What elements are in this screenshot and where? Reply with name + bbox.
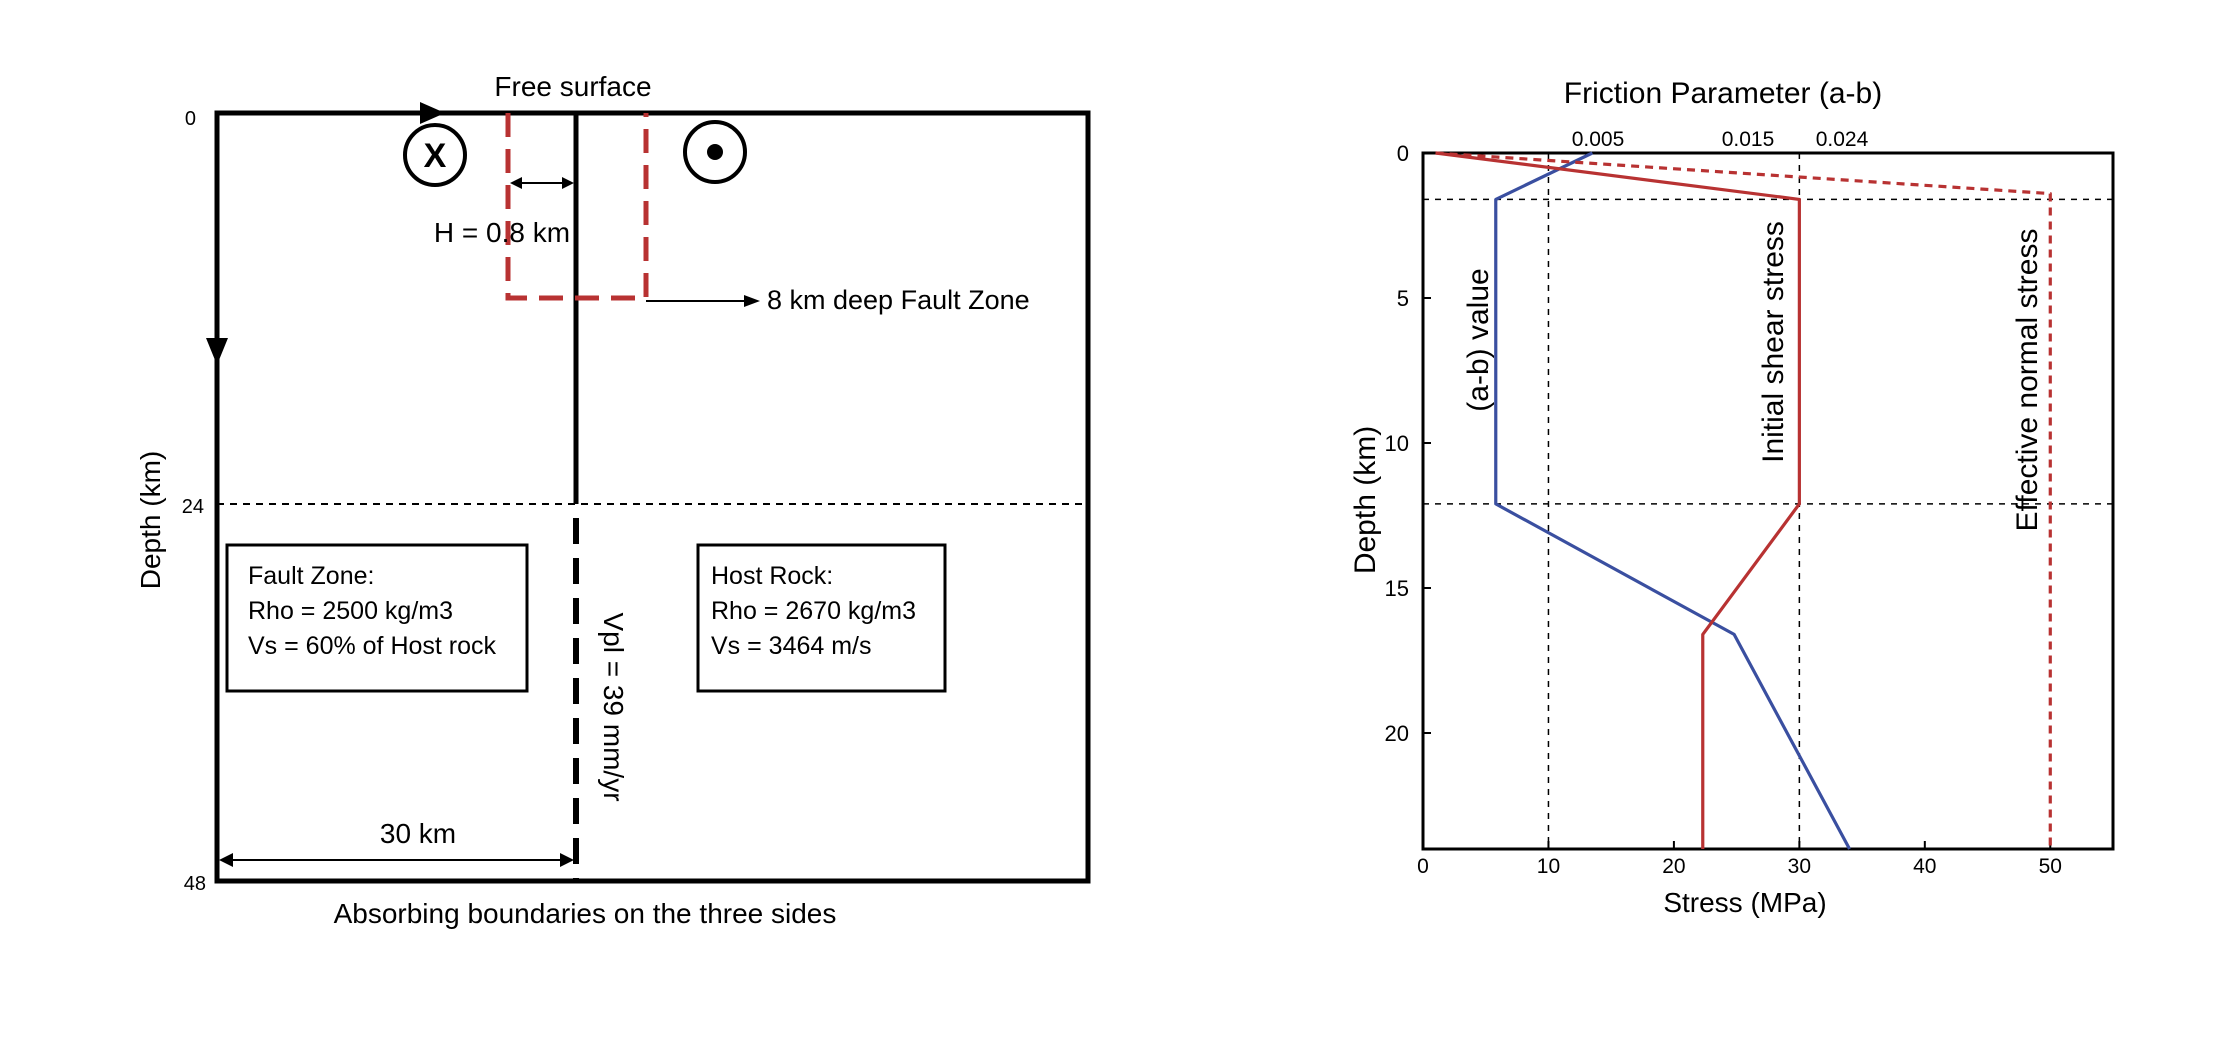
chart-ylabel: Depth (km) (1349, 426, 1382, 574)
plate-rate-label: Vpl = 39 mm/yr (598, 612, 629, 801)
depth-tick-0: 0 (185, 108, 196, 130)
free-surface-arrow-icon (420, 102, 445, 124)
out-of-page-dot-icon (707, 144, 723, 160)
fault-zone-box-title: Fault Zone: (248, 562, 374, 590)
model-domain-box (214, 110, 1091, 884)
series-label-normal-stress: Effective normal stress (2011, 229, 2044, 532)
fault-zone-box-frame (225, 543, 529, 693)
halfwidth-arrow-right-head-icon (562, 177, 574, 189)
host-rock-properties-box: Host Rock: Rho = 2670 kg/m3 Vs = 3464 m/… (696, 543, 947, 693)
x-tick-label-50: 50 (2039, 855, 2062, 878)
fault-zone-box-line1: Rho = 2500 kg/m3 (248, 597, 453, 625)
into-page-symbol-label: X (424, 137, 447, 175)
series-line-0 (1494, 151, 1851, 850)
distance-arrow-right-head-icon (560, 853, 574, 867)
series-line-1 (1435, 151, 1801, 849)
fault-zone-properties-box: Fault Zone: Rho = 2500 kg/m3 Vs = 60% of… (225, 543, 529, 693)
model-depth-axis-label: Depth (km) (135, 451, 166, 589)
series-label-ab-value: (a-b) value (1462, 268, 1495, 411)
fault-zone-box-line2: Vs = 60% of Host rock (248, 632, 497, 660)
host-rock-box-line1: Rho = 2670 kg/m3 (711, 597, 916, 625)
series-line-2 (1435, 151, 2052, 849)
host-rock-box-title: Host Rock: (711, 562, 833, 590)
x-tick-label-40: 40 (1913, 855, 1936, 878)
y-tick-label-5: 5 (1397, 286, 1409, 311)
free-surface-label: Free surface (494, 71, 651, 102)
top-tick-0.005: 0.005 (1572, 128, 1625, 151)
model-diagram: Free surface 0 24 48 Depth (km) X H = 0.… (135, 71, 1091, 929)
chart-series (1435, 151, 2052, 850)
fault-zone-depth-label: 8 km deep Fault Zone (767, 285, 1030, 315)
host-rock-box-frame (696, 543, 947, 693)
y-tick-label-15: 15 (1385, 576, 1409, 601)
depth-tick-24: 24 (182, 496, 204, 518)
host-rock-box-line2: Vs = 3464 m/s (711, 632, 872, 660)
y-tick-label-10: 10 (1385, 431, 1409, 456)
friction-stress-chart: Friction Parameter (a-b) Stress (MPa) De… (1349, 77, 2115, 918)
chart-title: Friction Parameter (a-b) (1564, 77, 1882, 110)
fault-zone-outline (505, 113, 649, 301)
depth-direction-arrow-icon (206, 338, 228, 365)
into-page-symbol-icon (403, 123, 467, 187)
chart-ticks: 0 10 20 30 40 50 0 5 10 15 20 (1385, 141, 2062, 878)
distance-arrow-left-head-icon (219, 853, 233, 867)
chart-xlabel: Stress (MPa) (1663, 887, 1826, 918)
halfwidth-label: H = 0.8 km (434, 217, 570, 248)
series-label-shear-stress: Initial shear stress (1757, 221, 1790, 463)
top-tick-0.024: 0.024 (1816, 128, 1869, 151)
absorbing-boundaries-label: Absorbing boundaries on the three sides (334, 898, 837, 929)
fault-zone-pointer-arrow-icon (744, 295, 760, 307)
x-tick-label-0: 0 (1417, 855, 1429, 878)
depth-tick-48: 48 (184, 873, 206, 895)
halfwidth-arrow-left-head-icon (510, 177, 522, 189)
x-tick-label-30: 30 (1788, 855, 1811, 878)
y-tick-label-0: 0 (1397, 141, 1409, 166)
chart-plot-area (1421, 151, 2115, 851)
distance-label: 30 km (380, 818, 456, 849)
x-tick-label-20: 20 (1662, 855, 1685, 878)
y-tick-label-20: 20 (1385, 721, 1409, 746)
top-tick-0.015: 0.015 (1722, 128, 1775, 151)
x-tick-label-10: 10 (1537, 855, 1560, 878)
